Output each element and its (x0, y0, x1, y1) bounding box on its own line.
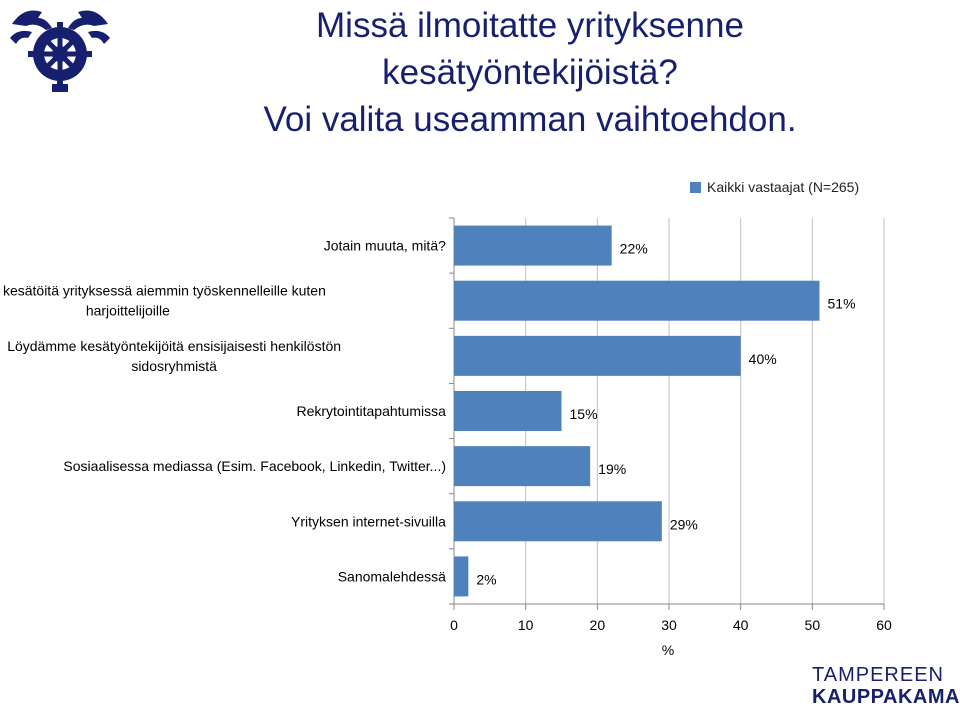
bar (454, 556, 469, 597)
x-tick-labels: 0 10 20 30 40 50 60 (450, 617, 892, 633)
brand-line-2: KAUPPAKAMARI (812, 686, 960, 708)
legend-label: Kaikki vastaajat (N=265) (707, 179, 859, 195)
x-tick-label: 40 (733, 617, 749, 633)
x-tick-label: 20 (590, 617, 606, 633)
x-tick-label: 10 (518, 617, 534, 633)
legend: Kaikki vastaajat (N=265) (690, 179, 859, 195)
x-tick-label: 60 (876, 617, 892, 633)
data-label: 2% (476, 571, 496, 587)
bar (454, 225, 612, 266)
chart-title: Missä ilmoitatte yrityksenne kesätyöntek… (180, 2, 880, 143)
category-label: Jotain muuta, mitä? (324, 238, 446, 254)
x-tick-label: 0 (450, 617, 458, 633)
bars: 22% 51% 40% 15% 19% 29% 2% (454, 225, 856, 597)
title-line-3: Voi valita useamman vaihtoehdon. (263, 100, 797, 139)
brand-logo: TAMPEREEN KAUPPAKAMARI (812, 664, 960, 708)
category-label: Sosiaalisessa mediassa (Esim. Facebook, … (63, 458, 446, 474)
bar (454, 335, 741, 376)
title-line-2: kesätyöntekijöistä? (382, 53, 678, 92)
x-tick-label: 50 (805, 617, 821, 633)
brand-line-1: TAMPEREEN (812, 664, 944, 686)
category-label: Rekrytointitapahtumissa (296, 403, 446, 419)
data-label: 40% (749, 351, 777, 367)
data-label: 51% (828, 296, 856, 312)
data-label: 15% (570, 406, 598, 422)
x-tick-label: 30 (661, 617, 677, 633)
legend-swatch (690, 182, 701, 193)
category-labels: Jotain muuta, mitä? Tarjoamme kesätöitä y… (0, 238, 446, 585)
bar (454, 280, 820, 321)
category-label: Yrityksen internet-sivuilla (291, 513, 446, 529)
data-label: 19% (598, 461, 626, 477)
bar (454, 501, 662, 542)
x-axis-label: % (662, 642, 674, 658)
chamber-emblem-icon (10, 10, 110, 92)
title-line-1: Missä ilmoitatte yrityksenne (316, 6, 744, 45)
category-label: Tarjoamme kesätöitä yrityksessä aiemmin … (0, 283, 326, 319)
category-label: Sanomalehdessä (338, 568, 446, 584)
data-label: 22% (620, 241, 648, 257)
bar (454, 446, 591, 487)
bar (454, 391, 562, 431)
data-label: 29% (670, 516, 698, 532)
category-label: Löydämme kesätyöntekijöitä ensisijaisest… (7, 338, 341, 374)
